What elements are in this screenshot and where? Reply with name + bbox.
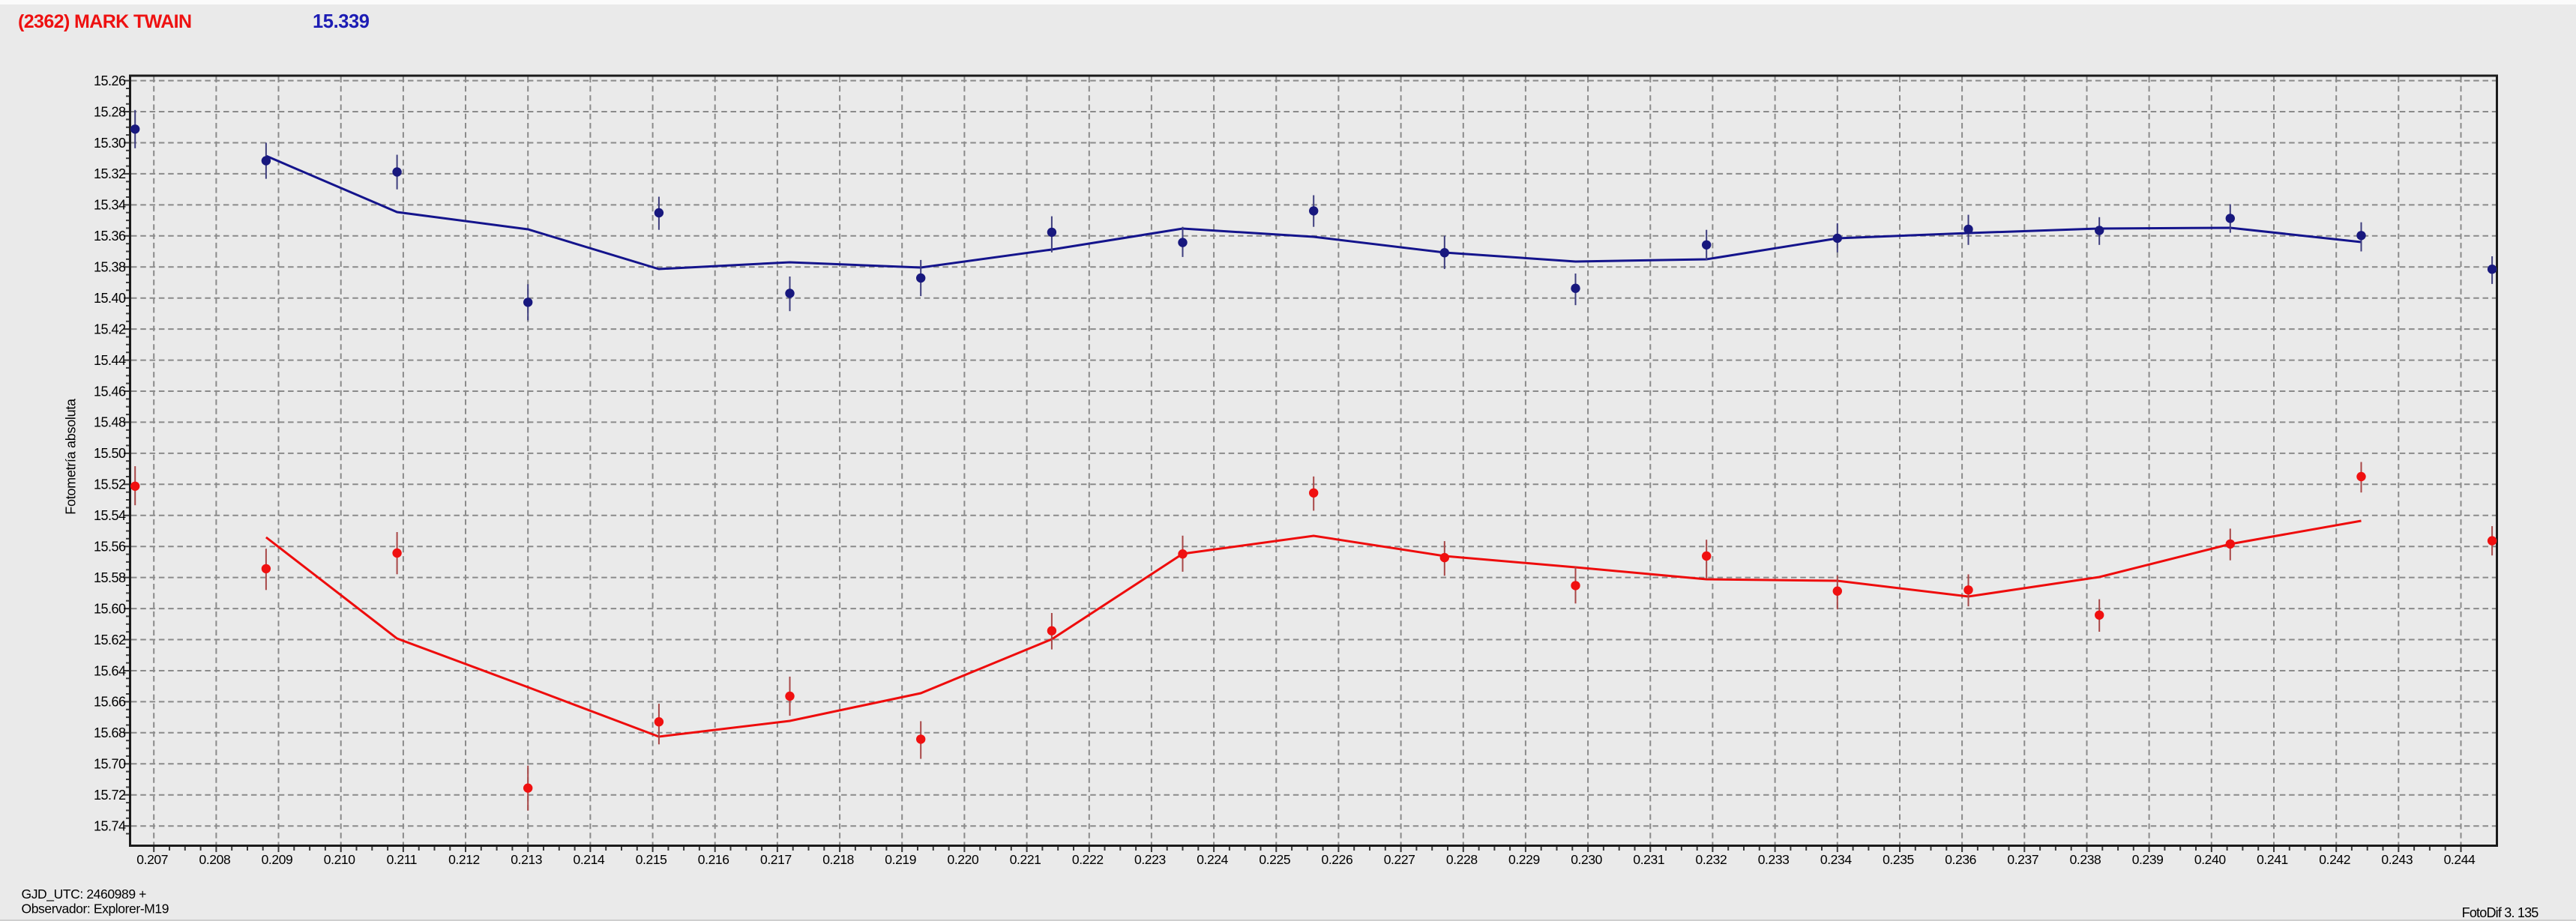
svg-text:0.231: 0.231	[1633, 852, 1664, 867]
svg-text:15.52: 15.52	[94, 477, 126, 492]
svg-text:15.68: 15.68	[94, 725, 126, 740]
svg-text:15.34: 15.34	[94, 198, 126, 213]
svg-text:0.233: 0.233	[1758, 852, 1790, 867]
svg-text:0.222: 0.222	[1072, 852, 1104, 867]
svg-text:15.28: 15.28	[94, 104, 126, 119]
svg-text:0.240: 0.240	[2194, 852, 2226, 867]
svg-text:15.74: 15.74	[94, 819, 126, 834]
svg-text:0.239: 0.239	[2132, 852, 2164, 867]
svg-text:15.66: 15.66	[94, 695, 126, 710]
svg-text:0.207: 0.207	[136, 852, 168, 867]
svg-text:0.241: 0.241	[2257, 852, 2288, 867]
svg-text:15.70: 15.70	[94, 757, 126, 772]
svg-text:0.232: 0.232	[1696, 852, 1727, 867]
svg-text:0.220: 0.220	[948, 852, 979, 867]
svg-text:0.237: 0.237	[2007, 852, 2038, 867]
svg-text:15.64: 15.64	[94, 663, 126, 678]
svg-text:15.339: 15.339	[313, 11, 370, 32]
svg-text:15.72: 15.72	[94, 788, 126, 803]
svg-text:0.216: 0.216	[698, 852, 729, 867]
svg-text:15.54: 15.54	[94, 508, 126, 523]
svg-text:0.244: 0.244	[2444, 852, 2476, 867]
svg-text:0.242: 0.242	[2319, 852, 2350, 867]
svg-text:0.226: 0.226	[1322, 852, 1353, 867]
svg-text:0.211: 0.211	[387, 852, 418, 867]
svg-text:0.236: 0.236	[1945, 852, 1976, 867]
svg-text:15.56: 15.56	[94, 540, 126, 555]
svg-text:15.62: 15.62	[94, 632, 126, 647]
svg-text:0.213: 0.213	[511, 852, 542, 867]
svg-text:15.42: 15.42	[94, 321, 126, 336]
svg-text:15.58: 15.58	[94, 570, 126, 585]
svg-text:0.229: 0.229	[1508, 852, 1540, 867]
svg-text:GJD_UTC: 2460989 +: GJD_UTC: 2460989 +	[22, 887, 147, 902]
svg-text:0.223: 0.223	[1134, 852, 1166, 867]
svg-text:0.227: 0.227	[1384, 852, 1415, 867]
svg-text:0.208: 0.208	[199, 852, 231, 867]
svg-text:0.217: 0.217	[760, 852, 792, 867]
svg-text:15.38: 15.38	[94, 260, 126, 275]
svg-text:0.214: 0.214	[574, 852, 605, 867]
svg-text:Observador: Explorer-M19: Observador: Explorer-M19	[22, 902, 169, 917]
svg-text:15.44: 15.44	[94, 353, 126, 368]
svg-text:0.209: 0.209	[262, 852, 293, 867]
svg-text:15.26: 15.26	[94, 73, 126, 88]
svg-text:0.215: 0.215	[636, 852, 667, 867]
svg-text:0.219: 0.219	[885, 852, 916, 867]
svg-text:0.243: 0.243	[2381, 852, 2413, 867]
svg-text:(2362) MARK TWAIN: (2362) MARK TWAIN	[18, 11, 192, 32]
svg-text:15.46: 15.46	[94, 384, 126, 399]
svg-text:15.48: 15.48	[94, 415, 126, 430]
svg-text:0.221: 0.221	[1010, 852, 1041, 867]
svg-text:0.224: 0.224	[1197, 852, 1228, 867]
svg-text:0.235: 0.235	[1883, 852, 1914, 867]
svg-text:0.234: 0.234	[1820, 852, 1852, 867]
svg-text:0.212: 0.212	[448, 852, 480, 867]
svg-text:FotoDif 3. 135: FotoDif 3. 135	[2462, 905, 2539, 920]
svg-text:0.225: 0.225	[1259, 852, 1290, 867]
svg-text:0.238: 0.238	[2070, 852, 2101, 867]
svg-text:0.218: 0.218	[822, 852, 854, 867]
svg-text:0.230: 0.230	[1571, 852, 1602, 867]
svg-text:15.36: 15.36	[94, 229, 126, 244]
svg-text:15.40: 15.40	[94, 291, 126, 306]
svg-text:15.50: 15.50	[94, 446, 126, 461]
svg-text:Fotometría absoluta: Fotometría absoluta	[64, 398, 79, 515]
svg-text:0.228: 0.228	[1446, 852, 1478, 867]
svg-text:15.60: 15.60	[94, 601, 126, 616]
svg-text:0.210: 0.210	[324, 852, 355, 867]
svg-text:15.30: 15.30	[94, 136, 126, 151]
svg-text:15.32: 15.32	[94, 166, 126, 181]
